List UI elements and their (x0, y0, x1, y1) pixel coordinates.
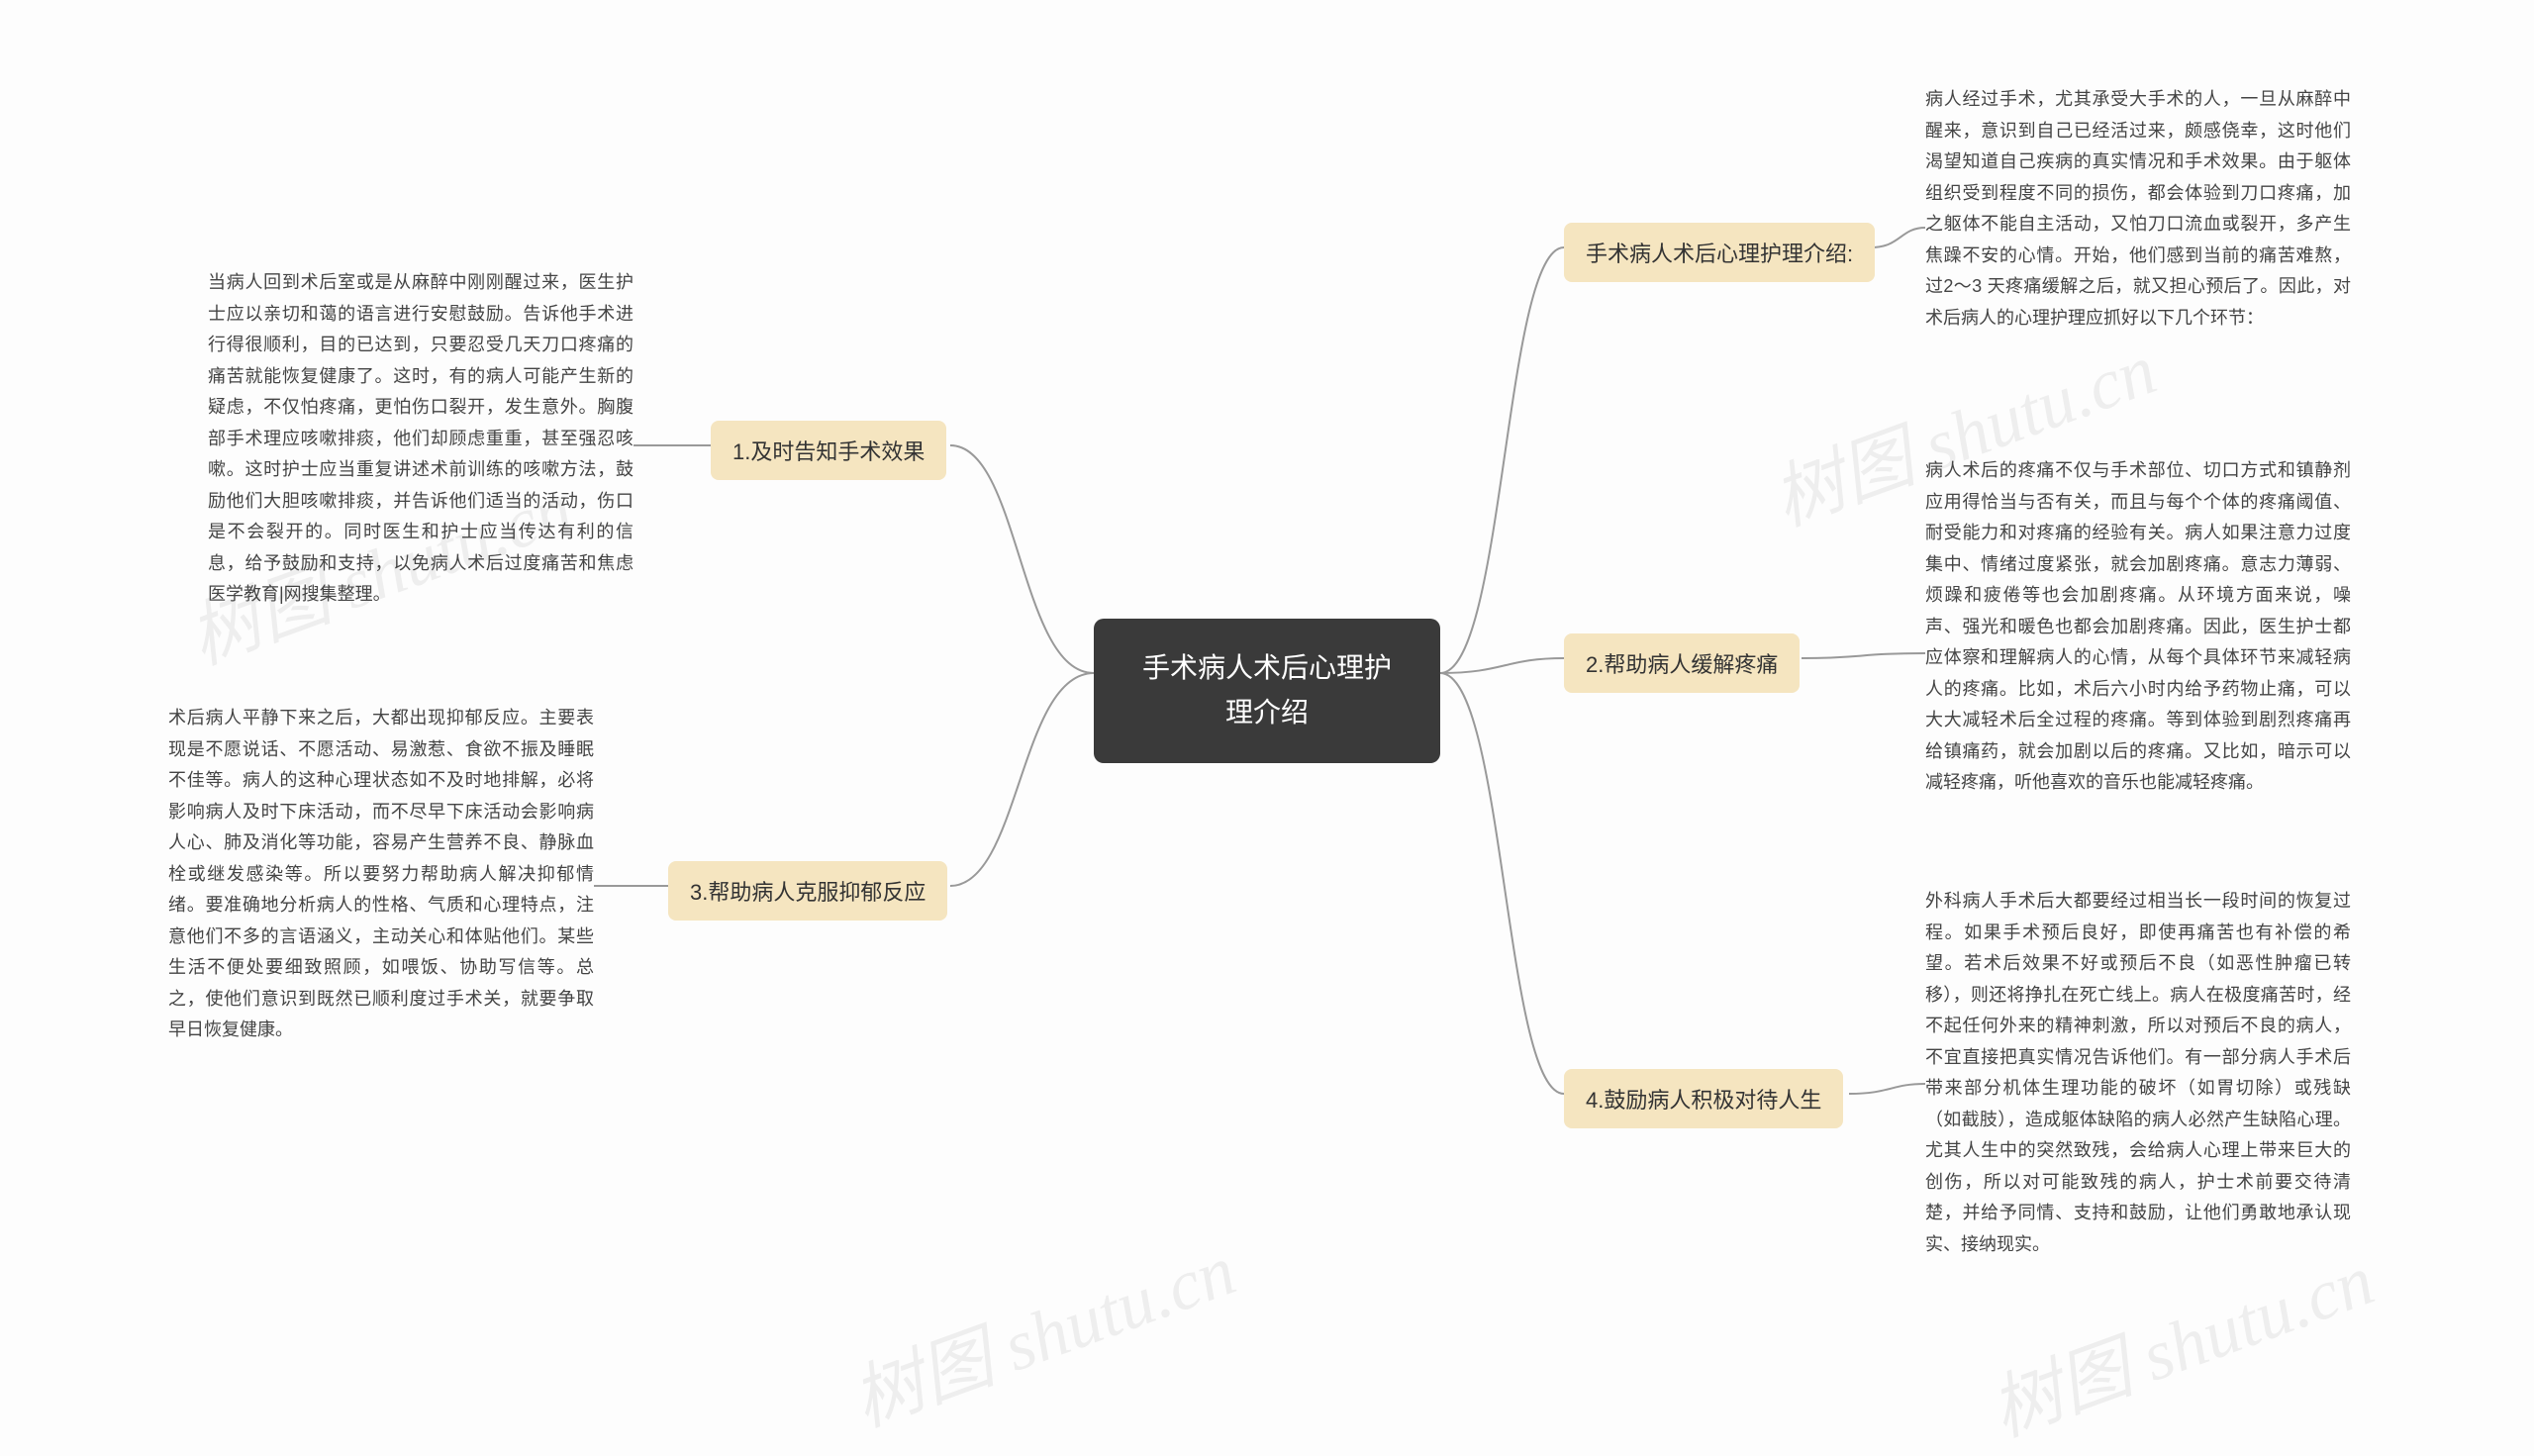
desc-right-1: 病人术后的疼痛不仅与手术部位、切口方式和镇静剂应用得恰当与否有关，而且与每个个体… (1925, 455, 2351, 799)
desc-right-0: 病人经过手术，尤其承受大手术的人，一旦从麻醉中醒来，意识到自己已经活过来，颇感侥… (1925, 84, 2351, 334)
branch-left-1[interactable]: 1.及时告知手术效果 (711, 421, 946, 480)
branch-left-2[interactable]: 3.帮助病人克服抑郁反应 (668, 861, 947, 921)
branch-label: 3.帮助病人克服抑郁反应 (690, 880, 926, 905)
desc-left-2: 术后病人平静下来之后，大都出现抑郁反应。主要表现是不愿说话、不愿活动、易激惹、食… (168, 703, 594, 1046)
branch-label: 手术病人术后心理护理介绍: (1586, 242, 1853, 266)
desc-left-1: 当病人回到术后室或是从麻醉中刚刚醒过来，医生护士应以亲切和蔼的语言进行安慰鼓励。… (208, 267, 634, 611)
branch-right-1[interactable]: 2.帮助病人缓解疼痛 (1564, 633, 1800, 693)
branch-label: 1.及时告知手术效果 (732, 439, 925, 464)
watermark: 树图 shutu.cn (835, 1212, 1247, 1446)
center-node[interactable]: 手术病人术后心理护理介绍 (1094, 619, 1440, 763)
desc-right-2: 外科病人手术后大都要经过相当长一段时间的恢复过程。如果手术预后良好，即使再痛苦也… (1925, 886, 2351, 1260)
branch-label: 2.帮助病人缓解疼痛 (1586, 652, 1778, 677)
branch-right-2[interactable]: 4.鼓励病人积极对待人生 (1564, 1069, 1843, 1128)
branch-label: 4.鼓励病人积极对待人生 (1586, 1088, 1821, 1113)
center-title: 手术病人术后心理护理介绍 (1142, 652, 1392, 728)
branch-right-0[interactable]: 手术病人术后心理护理介绍: (1564, 223, 1875, 282)
